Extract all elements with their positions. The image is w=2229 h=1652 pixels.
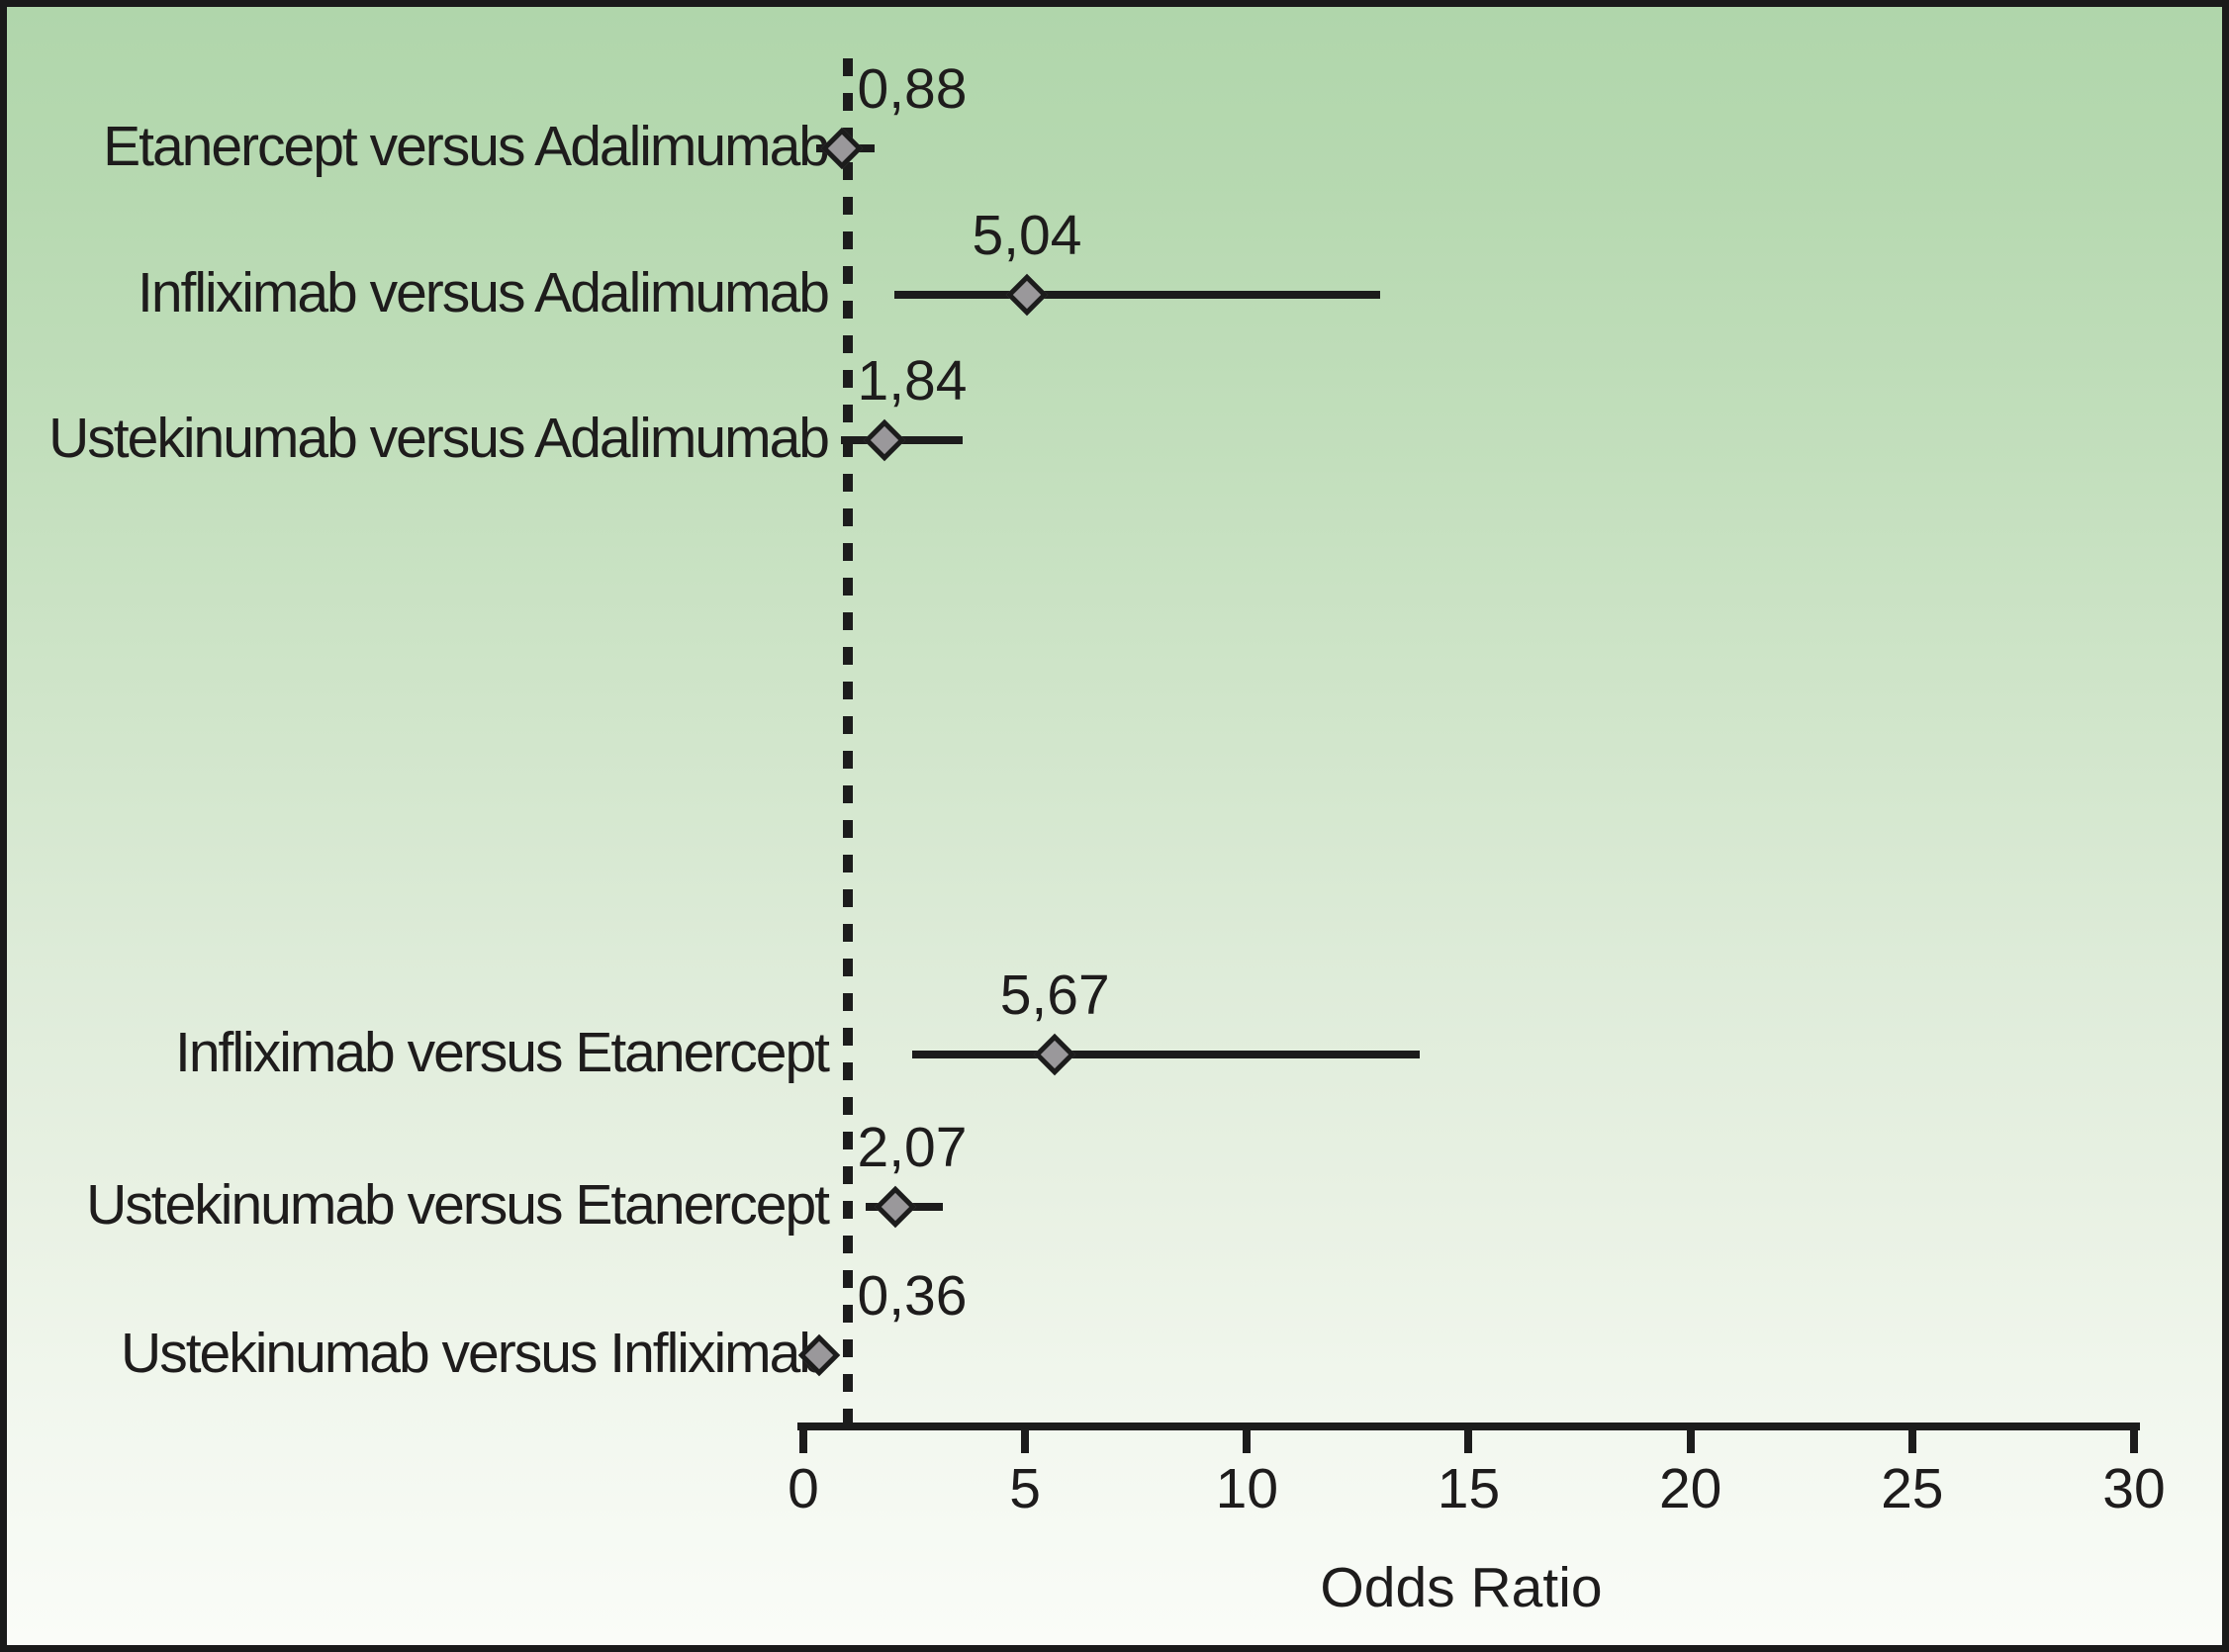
- odds-ratio-diamond-marker: [864, 418, 906, 462]
- x-axis-title: Odds Ratio: [1320, 1556, 1603, 1619]
- odds-ratio-value-label: 5,04: [972, 204, 1082, 267]
- comparison-label: Ustekinumab versus Etanercept: [86, 1172, 830, 1237]
- x-axis-tick-label: 20: [1658, 1457, 1722, 1520]
- confidence-interval-line: [893, 291, 1380, 299]
- odds-ratio-value-label: 1,84: [857, 349, 968, 413]
- x-axis-tick: [1243, 1426, 1252, 1453]
- odds-ratio-value-label: 0,88: [857, 57, 968, 121]
- confidence-interval-line: [911, 1051, 1421, 1058]
- odds-ratio-value-label: 5,67: [999, 964, 1110, 1027]
- x-axis-tick-label: 25: [1881, 1457, 1944, 1520]
- x-axis-tick: [2129, 1426, 2138, 1453]
- x-axis-tick: [1907, 1426, 1916, 1453]
- odds-ratio-value-label: 2,07: [857, 1116, 968, 1179]
- comparison-label: Infliximab versus Adalimumab: [138, 260, 830, 324]
- odds-ratio-value-label: 0,36: [857, 1264, 968, 1328]
- x-axis-tick-label: 30: [2102, 1457, 2166, 1520]
- comparison-label: Infliximab versus Etanercept: [175, 1020, 830, 1084]
- odds-ratio-diamond-marker: [1005, 273, 1049, 317]
- reference-line-or-1: [842, 58, 853, 1423]
- x-axis-tick-label: 15: [1437, 1457, 1501, 1520]
- comparison-label: Etanercept versus Adalimumab: [103, 114, 830, 178]
- comparison-label: Ustekinumab versus Infliximab: [121, 1321, 830, 1385]
- odds-ratio-diamond-marker: [874, 1185, 917, 1229]
- x-axis-tick-label: 5: [1009, 1457, 1041, 1520]
- odds-ratio-diamond-marker: [1033, 1033, 1076, 1076]
- x-axis-tick: [799, 1426, 807, 1453]
- x-axis-tick: [1021, 1426, 1030, 1453]
- x-axis-tick: [1464, 1426, 1473, 1453]
- x-axis-tick-label: 0: [788, 1457, 819, 1520]
- comparison-label: Ustekinumab versus Adalimumab: [48, 406, 830, 470]
- x-axis-tick: [1686, 1426, 1695, 1453]
- x-axis-tick-label: 10: [1215, 1457, 1279, 1520]
